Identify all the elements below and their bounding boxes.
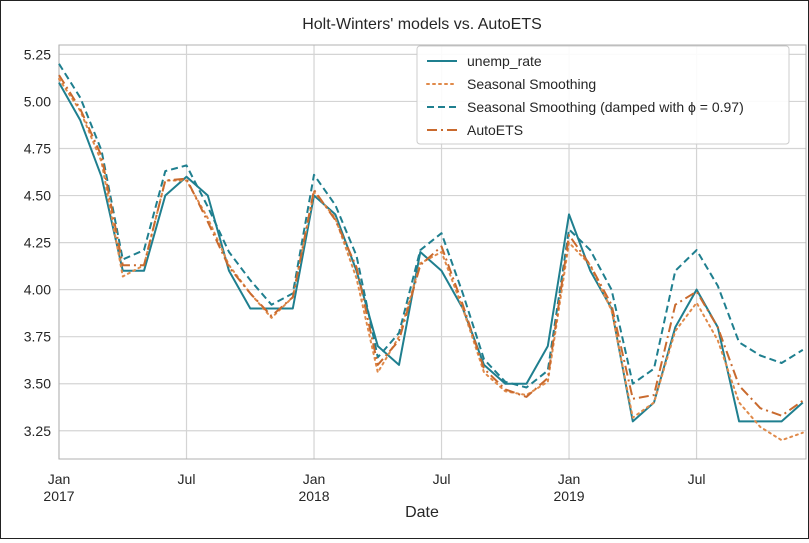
legend-label-1: Seasonal Smoothing	[467, 76, 596, 92]
legend-label-2: Seasonal Smoothing (damped with ϕ = 0.97…	[467, 99, 744, 115]
y-axis: 3.25 3.50 3.75 4.00 4.25 4.50 4.75 5.00 5.25	[24, 46, 51, 438]
x-tick-label: Jul	[688, 471, 706, 487]
y-tick-label: 4.00	[24, 282, 51, 298]
y-tick-label: 4.25	[24, 235, 51, 251]
y-tick-label: 4.75	[24, 141, 51, 157]
legend: unemp_rate Seasonal Smoothing Seasonal Smo…	[416, 45, 790, 145]
y-tick-label: 5.25	[24, 46, 51, 62]
y-tick-label: 3.25	[24, 423, 51, 439]
x-tick-year-label: 2019	[553, 488, 584, 504]
series-line-3	[58, 74, 804, 417]
x-tick-year-label: 2017	[43, 488, 74, 504]
x-tick-label: Jan	[303, 471, 326, 487]
legend-label-0: unemp_rate	[467, 53, 542, 69]
series-layer	[58, 63, 804, 442]
x-tick-label: Jul	[178, 471, 196, 487]
series-line-1	[58, 77, 804, 442]
plot-area	[58, 44, 807, 460]
series-line-2	[58, 63, 804, 389]
y-tick-label: 3.75	[24, 329, 51, 345]
chart-title: Holt-Winters' models vs. AutoETS	[302, 16, 542, 33]
y-tick-label: 4.50	[24, 188, 51, 204]
x-tick-year-label: 2018	[298, 488, 329, 504]
x-tick-label: Jan	[48, 471, 71, 487]
y-tick-label: 3.50	[24, 376, 51, 392]
y-tick-label: 5.00	[24, 93, 51, 109]
x-axis-label: Date	[405, 504, 439, 521]
legend-label-3: AutoETS	[467, 122, 523, 138]
legend-box	[416, 45, 790, 145]
x-tick-label: Jan	[558, 471, 581, 487]
x-tick-label: Jul	[433, 471, 451, 487]
